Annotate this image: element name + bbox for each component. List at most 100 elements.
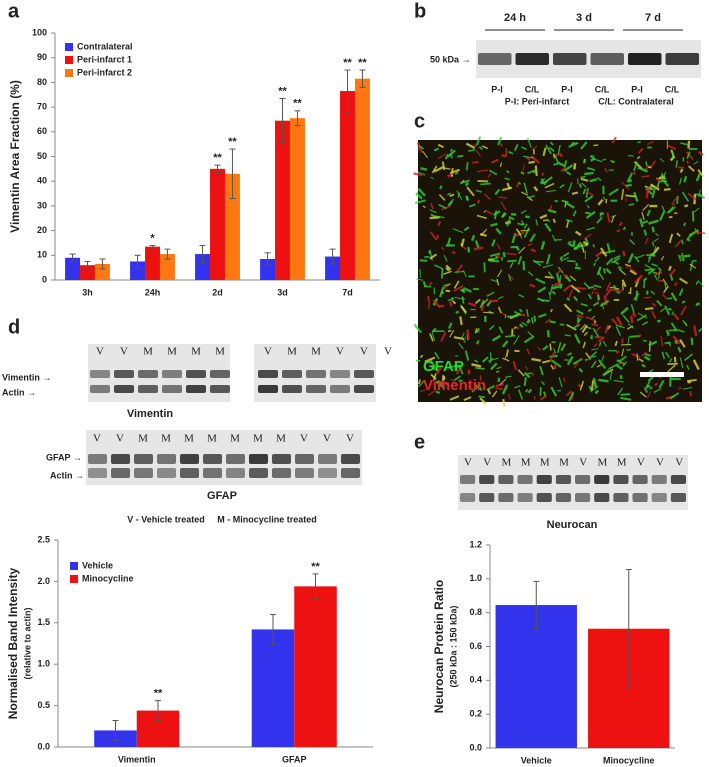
lane-label: V [120,346,128,358]
texture-stroke [637,141,641,144]
blot [86,430,362,485]
texture-stroke [574,333,581,344]
texture-stroke [651,160,656,167]
texture-stroke [629,239,636,246]
blot-band [651,475,667,484]
texture-stroke [558,376,563,388]
texture-stroke [574,358,582,369]
texture-stroke [611,136,617,144]
texture-stroke [651,310,657,319]
blot-band [134,454,153,464]
texture-stroke [422,205,426,209]
texture-stroke [497,296,504,300]
texture-stroke [649,386,653,390]
texture-stroke [646,254,656,257]
texture-stroke [501,312,509,317]
texture-stroke [576,309,584,316]
texture-stroke [448,301,453,307]
texture-stroke [518,323,524,328]
texture-stroke [507,393,511,400]
lane-label: V [464,457,472,469]
texture-stroke [637,333,642,338]
blot-band [613,493,629,502]
texture-stroke [530,317,534,324]
texture-stroke [479,232,487,237]
texture-stroke [598,341,602,347]
texture-stroke [435,390,441,395]
blot-band [479,493,495,502]
texture-stroke [424,356,436,363]
legend-swatch [70,562,78,570]
texture-stroke [643,229,648,236]
texture-stroke [418,379,426,388]
texture-stroke [671,311,674,316]
y-axis-sublabel: (relative to actin) [22,607,32,679]
texture-stroke [485,210,493,215]
texture-stroke [429,253,438,260]
bar [294,586,337,747]
blot-title: Neurocan [547,519,598,531]
texture-stroke [686,160,690,165]
texture-stroke [662,293,667,300]
texture-stroke [562,283,573,292]
lane-label: M [617,457,627,469]
texture-stroke [549,351,555,362]
texture-stroke [680,305,687,316]
texture-stroke [526,308,529,318]
texture-stroke [632,171,636,175]
texture-stroke [583,233,592,240]
texture-stroke [457,192,461,198]
texture-stroke [609,370,613,380]
texture-stroke [613,379,624,383]
texture-stroke [489,252,501,258]
texture-stroke [506,252,517,256]
texture-stroke [460,242,464,247]
texture-stroke [474,328,478,334]
texture-stroke [628,203,635,206]
texture-stroke [641,175,650,178]
significance: ** [154,688,163,700]
texture-stroke [585,352,592,360]
texture-stroke [656,299,663,307]
lane-label: P-I [631,84,643,94]
texture-stroke [540,178,546,186]
texture-stroke [535,277,546,285]
texture-stroke [476,340,480,345]
texture-stroke [641,321,649,326]
texture-stroke [526,318,531,324]
texture-stroke [584,237,590,245]
texture-stroke [687,165,695,172]
texture-stroke [547,271,555,280]
lane-label: M [230,433,240,445]
texture-stroke [520,171,525,175]
texture-stroke [520,209,527,215]
lane-label: M [167,346,177,358]
texture-stroke [496,269,503,278]
blot-band [282,385,302,393]
texture-stroke [471,363,482,368]
texture-stroke [549,343,552,351]
texture-stroke [437,143,444,149]
blot-band [162,370,182,378]
texture-stroke [511,233,517,244]
texture-stroke [539,395,547,401]
texture-stroke [481,356,489,363]
texture-stroke [589,385,599,393]
texture-stroke [637,147,644,154]
texture-stroke [560,343,567,352]
texture-stroke [523,155,534,159]
y-tick-label: 1.0 [469,573,482,583]
texture-stroke [593,287,597,291]
texture-stroke [489,259,500,263]
texture-stroke [653,387,662,394]
y-tick-label: 30 [37,200,47,210]
texture-stroke [634,274,643,284]
y-tick-label: 80 [37,77,47,87]
texture-stroke [587,308,592,313]
texture-stroke [429,216,440,220]
texture-stroke [599,299,610,308]
texture-stroke [649,183,660,191]
texture-stroke [590,380,595,392]
blot-band [138,385,158,393]
texture-stroke [655,176,661,182]
